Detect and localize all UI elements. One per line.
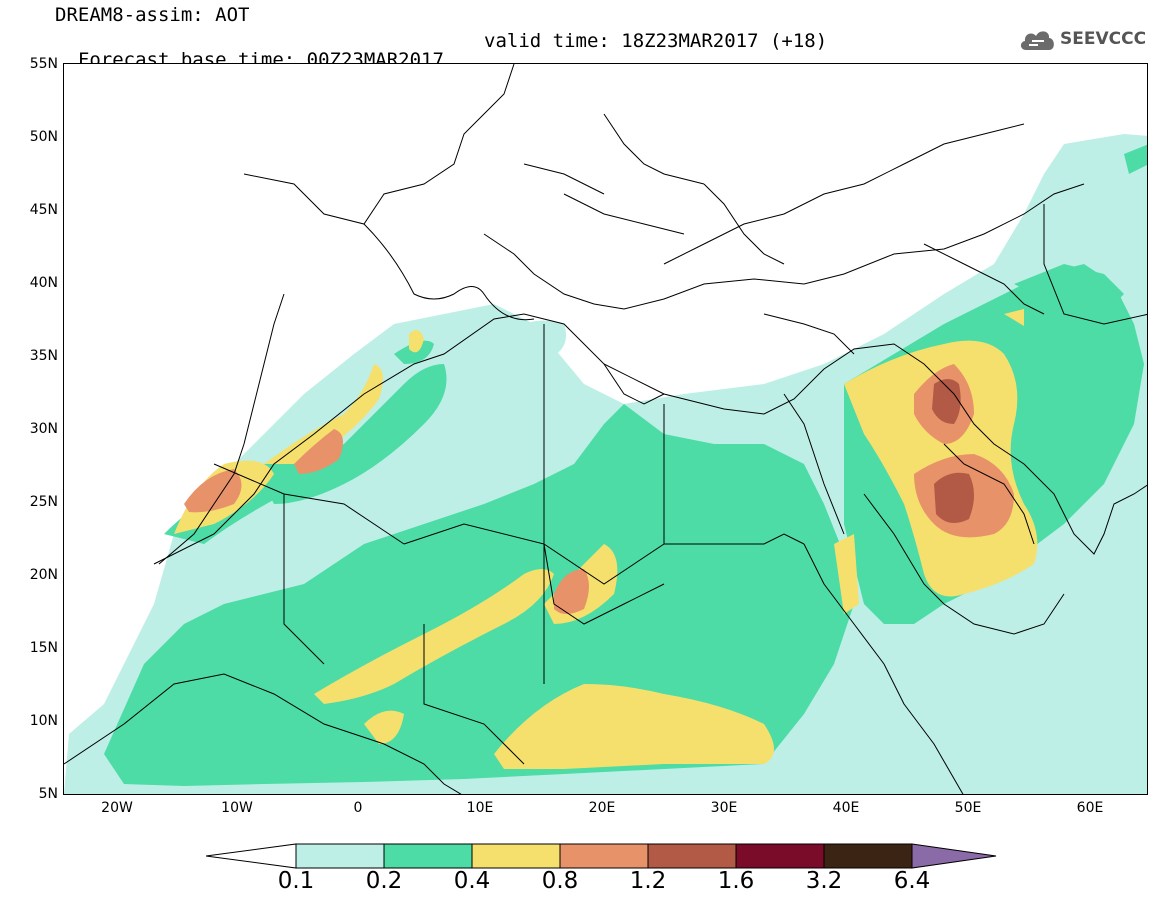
colorbar-bin: [471, 843, 561, 869]
lat-label: 5N: [38, 786, 58, 802]
lat-label: 55N: [29, 56, 58, 72]
colorbar-label: 0.2: [365, 868, 403, 894]
lon-label: 30E: [710, 800, 738, 816]
valid-time: valid time: 18Z23MAR2017 (+18): [484, 30, 828, 52]
colorbar-label: 0.1: [277, 868, 315, 894]
colorbar-high-arrow: [911, 843, 997, 869]
seevccc-logo: SEEVCCC: [1018, 26, 1146, 52]
lat-label: 25N: [29, 494, 58, 510]
lon-label: 10E: [466, 800, 494, 816]
colorbar-bin: [383, 843, 473, 869]
colorbar-label: 0.8: [541, 868, 579, 894]
country-borders: [64, 64, 1147, 794]
colorbar-label: 6.4: [893, 868, 931, 894]
colorbar-label: 0.4: [453, 868, 491, 894]
lon-label: 60E: [1076, 800, 1104, 816]
color-bar: [206, 843, 997, 869]
lat-label: 30N: [29, 421, 58, 437]
colorbar-bin: [823, 843, 913, 869]
logo-text: SEEVCCC: [1060, 29, 1147, 49]
lat-label: 10N: [29, 713, 58, 729]
colorbar-bin: [735, 843, 825, 869]
aot-field-1.2-1.6: [932, 379, 974, 523]
lat-label: 20N: [29, 567, 58, 583]
lat-label: 50N: [29, 129, 58, 145]
colorbar-label: 3.2: [805, 868, 843, 894]
colorbar-low-arrow: [206, 843, 297, 869]
lat-label: 40N: [29, 275, 58, 291]
lat-label: 45N: [29, 202, 58, 218]
lon-label: 40E: [832, 800, 860, 816]
lon-label: 20W: [101, 800, 133, 816]
colorbar-label: 1.6: [717, 868, 755, 894]
lon-label: 50E: [954, 800, 982, 816]
colorbar-label: 1.2: [629, 868, 667, 894]
aot-map: [63, 63, 1148, 795]
colorbar-bin: [647, 843, 737, 869]
cloud-icon: [1020, 31, 1054, 50]
lat-label: 35N: [29, 348, 58, 364]
lon-label: 10W: [221, 800, 253, 816]
lat-label: 15N: [29, 640, 58, 656]
lon-label: 0: [353, 800, 363, 816]
colorbar-bin: [295, 843, 385, 869]
map-title: DREAM8-assim: AOT: [55, 4, 250, 26]
lon-label: 20E: [588, 800, 616, 816]
colorbar-bin: [559, 843, 649, 869]
